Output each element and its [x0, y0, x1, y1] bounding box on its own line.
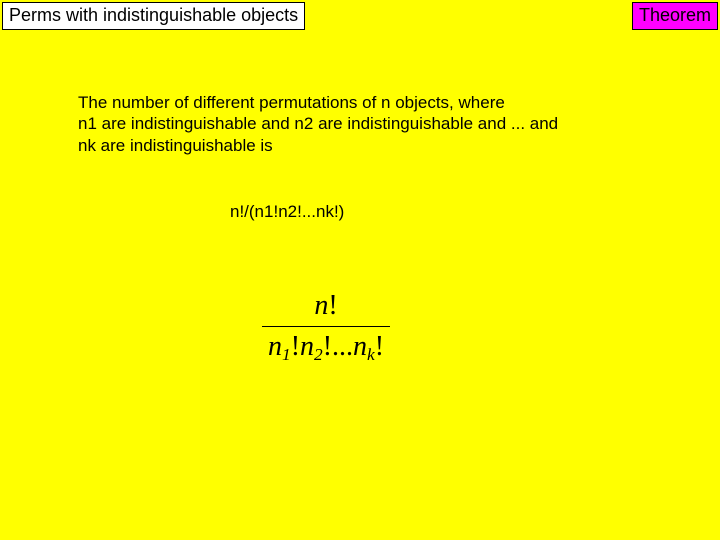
formula-display: n! n1!n2!...nk!	[262, 290, 390, 365]
fraction-denominator: n1!n2!...nk!	[262, 326, 390, 365]
theorem-text: Theorem	[639, 5, 711, 25]
fraction-numerator: n!	[262, 290, 390, 326]
formula-inline-text: n!/(n1!n2!...nk!)	[230, 202, 344, 221]
theorem-box: Theorem	[632, 2, 718, 30]
body-line-1: The number of different permutations of …	[78, 93, 505, 112]
formula-inline: n!/(n1!n2!...nk!)	[230, 202, 344, 222]
fraction: n! n1!n2!...nk!	[262, 290, 390, 365]
title-text: Perms with indistinguishable objects	[9, 5, 298, 25]
body-line-3: nk are indistinguishable is	[78, 136, 273, 155]
body-line-2: n1 are indistinguishable and n2 are indi…	[78, 114, 558, 133]
title-box: Perms with indistinguishable objects	[2, 2, 305, 30]
body-text: The number of different permutations of …	[78, 92, 638, 156]
